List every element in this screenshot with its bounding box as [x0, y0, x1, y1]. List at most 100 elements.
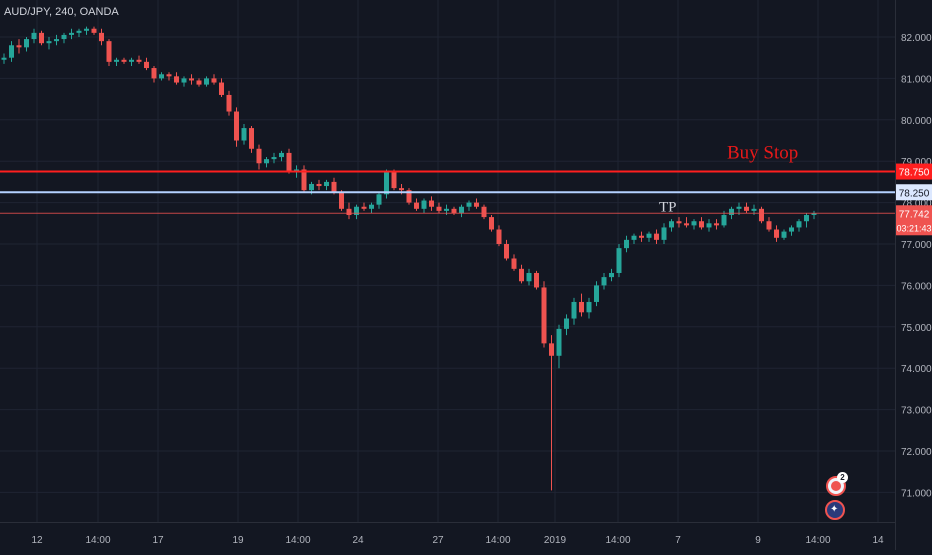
candle-body — [121, 59, 127, 62]
candle-body — [159, 74, 164, 79]
alerts-count: 2 — [837, 472, 848, 483]
x-tick-label: 12 — [31, 535, 43, 546]
current-price-label: 77.742 — [899, 209, 930, 220]
candle-body — [729, 208, 734, 216]
candle-body — [324, 181, 329, 187]
tp-price-label: 78.250 — [899, 188, 930, 199]
candle-body — [721, 215, 727, 226]
candle-body — [766, 221, 772, 230]
candle-body — [549, 343, 554, 356]
candle-body — [564, 318, 569, 329]
candle-body — [361, 206, 367, 209]
candle-body — [744, 206, 749, 211]
candle-body — [811, 213, 817, 216]
x-tick-label: 7 — [675, 535, 681, 546]
candle-body — [61, 34, 67, 40]
x-tick-label: 14:00 — [485, 535, 510, 546]
y-tick-label: 78.000 — [901, 199, 932, 210]
candle-body — [751, 208, 757, 211]
candle-body — [781, 231, 787, 238]
candle-body — [496, 229, 502, 244]
candle-body — [654, 233, 659, 240]
candle-body — [511, 258, 517, 269]
candle-body — [196, 80, 202, 85]
candle-body — [534, 272, 539, 288]
countdown-label: 03:21:43 — [896, 223, 931, 233]
candle-body — [226, 94, 232, 112]
alarm-clock-icon[interactable]: 2 — [826, 472, 848, 496]
candle-body — [136, 59, 142, 62]
australia-flag-icon[interactable]: ✦ — [825, 500, 845, 520]
candle-body — [579, 301, 584, 313]
candle-body — [384, 171, 389, 195]
candle-body — [586, 301, 592, 313]
candle-body — [271, 157, 277, 160]
candle-body — [346, 208, 352, 216]
candle-body — [211, 78, 217, 83]
candle-body — [106, 41, 112, 62]
candle-body — [9, 45, 14, 58]
candle-body — [594, 285, 599, 302]
candle-body — [459, 206, 464, 213]
candle-body — [354, 206, 359, 216]
candle-body — [714, 223, 719, 226]
candle-body — [526, 272, 532, 282]
candle-body — [444, 208, 449, 211]
candle-body — [691, 221, 697, 226]
candle-body — [774, 229, 779, 238]
candle-body — [69, 32, 74, 35]
symbol-title: AUD/JPY, 240, OANDA — [4, 6, 119, 18]
candle-body — [504, 244, 509, 259]
candle-body — [31, 32, 37, 40]
candle-body — [391, 171, 397, 189]
y-tick-label: 77.000 — [901, 240, 932, 251]
candle-body — [331, 181, 337, 193]
candle-body — [144, 61, 149, 69]
tp-price-badge — [896, 184, 932, 201]
candle-body — [54, 39, 59, 42]
y-tick-label: 75.000 — [901, 323, 932, 334]
tp-annotation: TP — [659, 199, 677, 215]
candle-body — [129, 59, 134, 62]
y-tick-label: 76.000 — [901, 281, 932, 292]
candle-body — [676, 221, 682, 224]
candle-body — [256, 148, 262, 164]
candle-body — [789, 227, 794, 232]
candle-body — [376, 194, 382, 205]
y-tick-label: 79.000 — [901, 157, 932, 168]
y-tick-label: 81.000 — [901, 74, 932, 85]
candle-body — [204, 78, 209, 85]
candle-body — [151, 68, 157, 79]
candle-body — [759, 208, 764, 222]
candle-body — [294, 169, 299, 172]
buy-stop-price-label: 78.750 — [899, 168, 930, 179]
candle-body — [661, 227, 667, 240]
x-tick-label: 14:00 — [85, 535, 110, 546]
candle-body — [631, 235, 637, 240]
x-tick-label: 14:00 — [285, 535, 310, 546]
candle-body — [76, 30, 82, 33]
candle-body — [639, 235, 644, 238]
current-price-badge — [896, 205, 932, 236]
candle-body — [301, 169, 307, 191]
y-tick-label: 71.000 — [901, 488, 932, 499]
candle-body — [706, 223, 712, 228]
candle-body — [181, 78, 187, 83]
candle-body — [406, 190, 412, 203]
buy-stop-price-badge — [896, 163, 932, 180]
candle-body — [609, 272, 614, 278]
candle-body — [234, 111, 239, 141]
x-tick-label: 17 — [152, 535, 164, 546]
candle-body — [699, 221, 704, 228]
candle-body — [24, 39, 29, 48]
x-tick-label: 14:00 — [605, 535, 630, 546]
alert-dot — [831, 481, 841, 491]
x-tick-label: 9 — [755, 535, 761, 546]
candle-body — [646, 233, 652, 238]
candle-body — [481, 206, 487, 218]
candle-body — [114, 59, 119, 62]
candle-body — [99, 32, 104, 42]
x-tick-label: 14:00 — [805, 535, 830, 546]
